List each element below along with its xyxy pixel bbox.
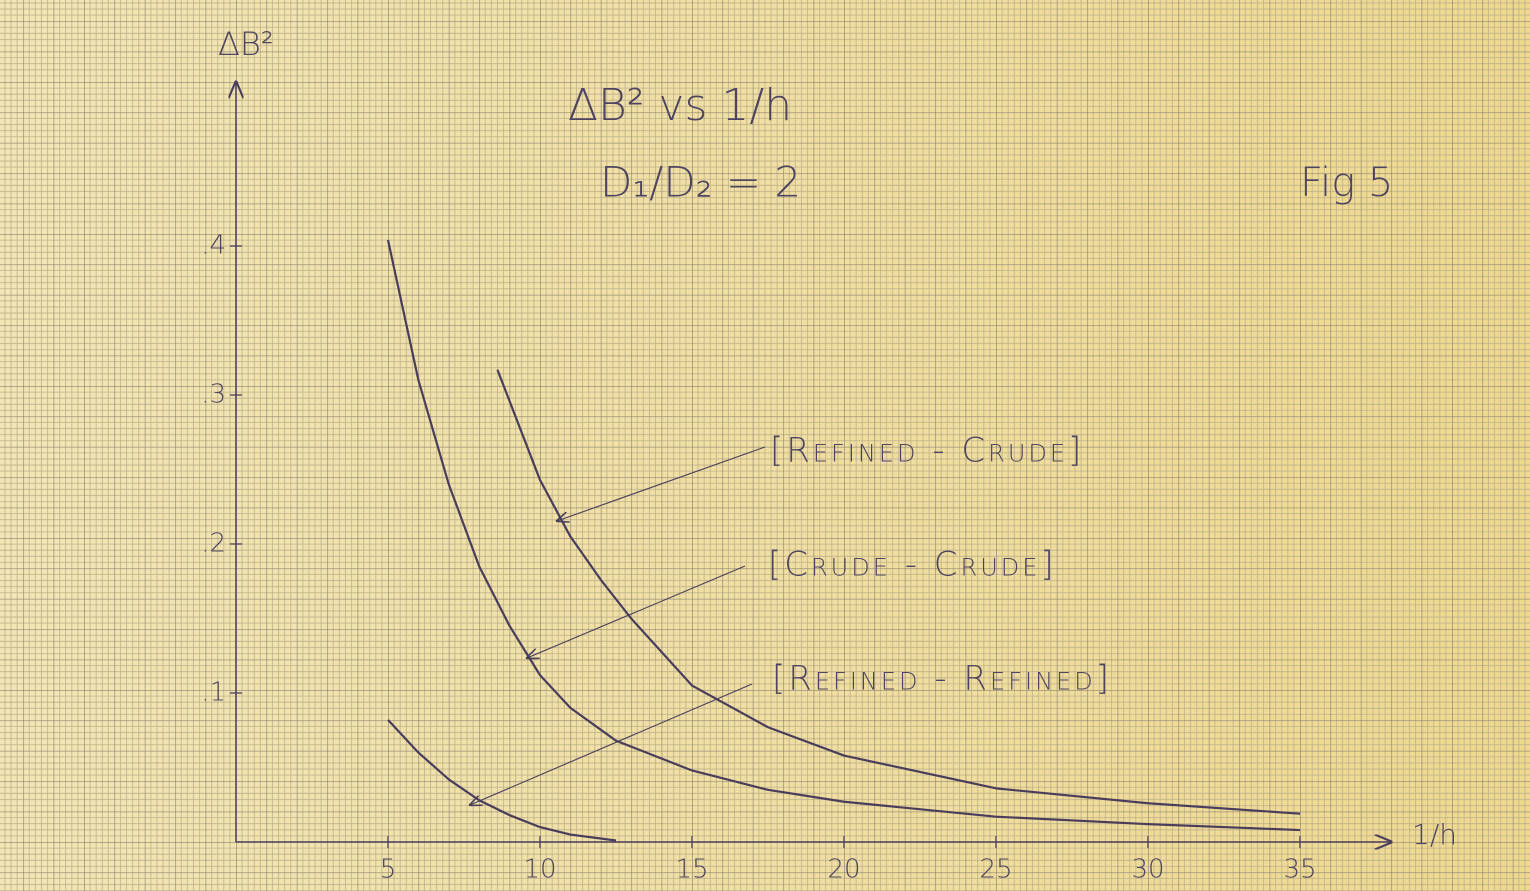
y-tick-label: .4 [201,231,226,261]
y-axis-label: ΔB² [218,25,274,63]
curve-label: [Refined - Crude] [770,431,1084,471]
y-tick-label: .1 [201,678,226,708]
x-tick-label: 20 [827,855,860,885]
x-tick-label: 10 [523,855,556,885]
graph-grid [0,0,1530,891]
curve-label: [Crude - Crude] [768,545,1057,585]
y-tick-label: .2 [201,529,226,559]
figure-label: Fig 5 [1300,160,1393,206]
x-tick-label: 30 [1131,855,1164,885]
page: {"chart_data": {"type": "line", "title":… [0,0,1530,891]
x-tick-label: 15 [675,855,708,885]
chart-subtitle: D₁/D₂ = 2 [600,158,801,207]
y-tick-label: .3 [201,380,226,410]
x-tick-label: 35 [1283,855,1316,885]
chart: ΔB² vs 1/h D₁/D₂ = 2 Fig 5 ΔB² 1/h 5 10 15… [0,0,1530,891]
curve-label: [Refined - Refined] [772,659,1112,699]
chart-title: ΔB² vs 1/h [568,80,792,131]
x-tick-label: 25 [979,855,1012,885]
x-tick-label: 5 [380,855,397,885]
x-axis-label: 1/h [1412,818,1457,851]
